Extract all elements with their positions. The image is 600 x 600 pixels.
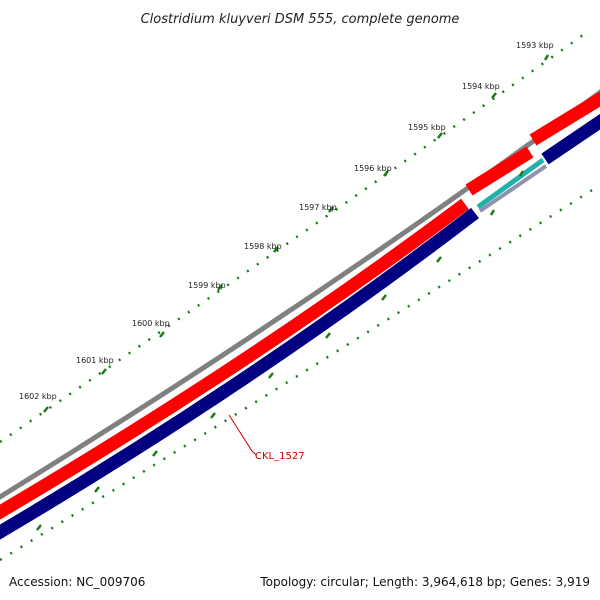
backbone-track — [0, 89, 600, 500]
tick-label: 1595 kbp — [408, 123, 446, 132]
major-tick — [36, 524, 42, 531]
rna-feature — [476, 157, 545, 210]
tick-label: 1600 kbp — [132, 319, 170, 328]
forward-gene-main — [0, 198, 469, 520]
tick-label: 1602 kbp — [19, 392, 57, 401]
major-tick — [383, 170, 389, 177]
major-tick — [152, 450, 158, 457]
tick-labels: 1593 kbp 1594 kbp 1595 kbp 1596 kbp 1597… — [19, 41, 554, 401]
major-tick — [273, 246, 279, 253]
tick-ring-outer — [0, 28, 591, 444]
tick-label: 1597 kbp — [299, 203, 337, 212]
major-tick — [381, 294, 387, 301]
tick-ring-inner — [0, 183, 600, 562]
major-tick — [325, 332, 331, 339]
tick-label: 1594 kbp — [462, 82, 500, 91]
major-tick — [101, 368, 107, 375]
accession-text: Accession: NC_009706 — [9, 575, 145, 589]
reverse-gene-right — [541, 113, 600, 165]
forward-gene-right — [529, 91, 600, 146]
rna-feature-shadow — [478, 164, 548, 213]
major-tick — [268, 372, 274, 379]
tick-label: 1601 kbp — [76, 356, 114, 365]
tick-label: 1596 kbp — [354, 164, 392, 173]
major-tick — [43, 406, 49, 413]
major-tick — [543, 54, 550, 61]
major-ticks — [36, 54, 550, 531]
major-tick — [518, 170, 525, 177]
major-tick — [436, 256, 442, 263]
major-tick — [328, 206, 334, 213]
forward-gene-small — [465, 146, 534, 196]
genome-summary-text: Topology: circular; Length: 3,964,618 bp… — [259, 575, 590, 589]
major-tick — [217, 284, 223, 291]
tick-label: 1598 kbp — [244, 242, 282, 251]
map-title: Clostridium kluyveri DSM 555, complete g… — [141, 12, 460, 27]
gene-label: CKL_1527 — [255, 451, 305, 462]
tick-label: 1593 kbp — [516, 41, 554, 50]
reverse-gene-main — [0, 207, 479, 540]
major-tick — [210, 412, 216, 419]
major-tick — [159, 331, 165, 338]
major-tick — [489, 209, 496, 216]
gene-label-leader — [228, 414, 257, 456]
major-tick — [94, 486, 100, 493]
major-tick — [491, 92, 497, 99]
major-tick — [437, 132, 443, 139]
tick-label: 1599 kbp — [188, 281, 226, 290]
